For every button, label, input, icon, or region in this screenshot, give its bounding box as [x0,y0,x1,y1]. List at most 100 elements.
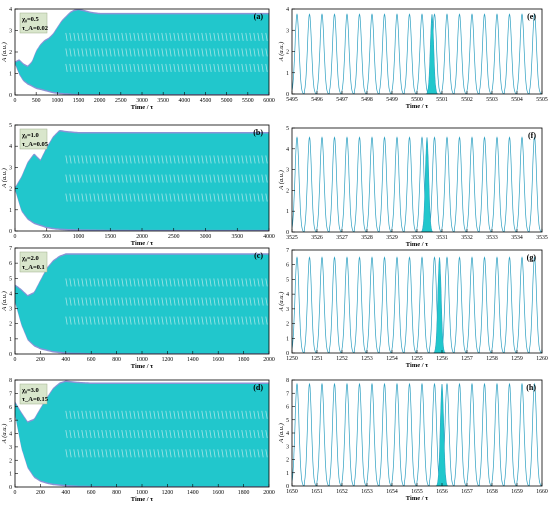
y-tick-label: 5 [286,126,289,132]
chart-panel-h: 1650 1651 1652 1653 1654 1655 1656 1657 1658 1659… [278,378,548,502]
highlighted-pulse [432,256,447,353]
oscillation-streak [65,155,268,164]
x-tick-label: 1000 [52,98,64,104]
param-box: χ₀=1.0 τ_A=0.05 [19,128,49,150]
y-tick-label: 1 [286,336,289,342]
y-axis-label: A (a.u.) [278,170,285,191]
y-tick-label: 3 [9,165,12,171]
oscillation-streak [65,449,268,458]
x-axis-label: Time / τ [406,103,428,110]
x-axis-label: Time / τ [406,495,428,502]
x-tick-label: 3527 [336,235,348,241]
x-tick-label: 1260 [536,356,548,362]
panel-label: (f) [528,131,536,140]
x-tick-label: 3532 [461,235,473,241]
x-axis-label: Time / τ [131,104,153,111]
y-tick-label: 5 [286,418,289,424]
highlighted-pulse [435,383,449,486]
y-tick-label: 2 [9,458,12,464]
param-label: τ_A=0.02 [22,25,48,32]
plot-area [15,380,269,487]
param-label: τ_A=0.15 [22,396,49,403]
y-tick-label: 3 [286,168,289,174]
y-tick-label: 6 [9,261,12,267]
y-tick-label: 0 [286,92,289,98]
highlighted-pulse [425,13,439,94]
x-tick-label: 1500 [104,234,116,240]
panel-label: (c) [254,251,263,260]
x-tick-label: 200 [36,490,45,496]
x-tick-label: 800 [112,357,121,363]
x-tick-label: 1600 [212,490,224,496]
x-tick-label: 600 [87,357,96,363]
y-axis-label: A (a.u.) [1,42,8,63]
param-label: χ₀=2.0 [21,255,39,262]
param-label: χ₀=0.5 [21,16,40,23]
chart-panel-a: χ₀=0.5τ_A=0.020 500 1000 1500 2000 2500 3000 35… [1,7,275,111]
x-tick-label: 1252 [336,356,348,362]
y-tick-label: 4 [286,431,289,437]
x-tick-label: 1655 [411,489,423,495]
y-tick-label: 8 [286,378,289,384]
x-tick-label: 0 [14,490,17,496]
param-box: χ₀=2.0 τ_A=0.1 [19,251,48,273]
oscillation-streak [65,278,268,287]
x-tick-label: 1653 [361,489,373,495]
x-tick-label: 2000 [136,234,148,240]
y-tick-label: 1 [9,337,12,343]
plot-area [15,130,269,231]
x-tick-label: 5500 [411,97,423,103]
x-tick-label: 3534 [511,235,523,241]
x-axis-label: Time / τ [131,363,153,370]
y-tick-label: 2 [286,188,289,194]
x-axis-label: Time / τ [406,362,428,369]
y-tick-label: 0 [9,352,12,358]
panel-label: (g) [527,253,537,262]
x-tick-label: 3000 [200,234,212,240]
x-tick-label: 1000 [136,357,148,363]
param-label: τ_A=0.05 [22,141,49,148]
x-tick-label: 1251 [311,356,323,362]
oscillation-fill [15,131,269,230]
x-tick-label: 5505 [536,97,548,103]
x-axis-label: Time / τ [406,241,428,248]
pulse-train-line [292,13,542,94]
param-box: χ₀=3.0 τ_A=0.15 [19,383,49,405]
x-tick-label: 4000 [179,98,191,104]
y-tick-label: 0 [286,230,289,236]
param-label: χ₀=3.0 [21,387,39,394]
x-tick-label: 3530 [411,235,423,241]
y-tick-label: 0 [9,229,12,235]
y-tick-label: 1 [9,208,12,214]
plot-area [292,256,542,353]
oscillation-streak [65,63,268,72]
oscillation-streak [65,410,268,419]
param-box: χ₀=0.5 τ_A=0.02 [19,12,48,34]
plot-area [15,253,269,354]
y-tick-label: 1 [286,71,289,77]
y-axis-label: A (a.u.) [278,42,285,63]
x-tick-label: 5502 [461,97,473,103]
y-tick-label: 7 [286,391,289,397]
y-tick-label: 7 [9,391,12,397]
x-tick-label: 1253 [361,356,373,362]
x-tick-label: 1800 [238,357,250,363]
y-tick-label: 1 [9,472,12,478]
y-tick-label: 4 [286,7,289,13]
y-tick-label: 0 [9,93,12,99]
x-tick-label: 5496 [311,97,323,103]
x-tick-label: 1657 [461,489,473,495]
x-tick-label: 400 [61,490,70,496]
y-tick-label: 6 [286,405,289,411]
x-tick-label: 3500 [231,234,243,240]
oscillation-fill [15,382,269,487]
x-tick-label: 1255 [411,356,423,362]
x-tick-label: 1654 [386,489,398,495]
x-tick-label: 3528 [361,235,373,241]
x-tick-label: 5498 [361,97,373,103]
x-tick-label: 1200 [162,357,174,363]
oscillation-fill [15,254,269,354]
y-tick-label: 2 [286,322,289,328]
x-tick-label: 1254 [386,356,398,362]
